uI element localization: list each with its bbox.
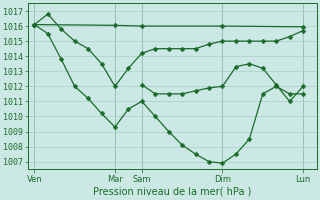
- X-axis label: Pression niveau de la mer( hPa ): Pression niveau de la mer( hPa ): [93, 187, 251, 197]
